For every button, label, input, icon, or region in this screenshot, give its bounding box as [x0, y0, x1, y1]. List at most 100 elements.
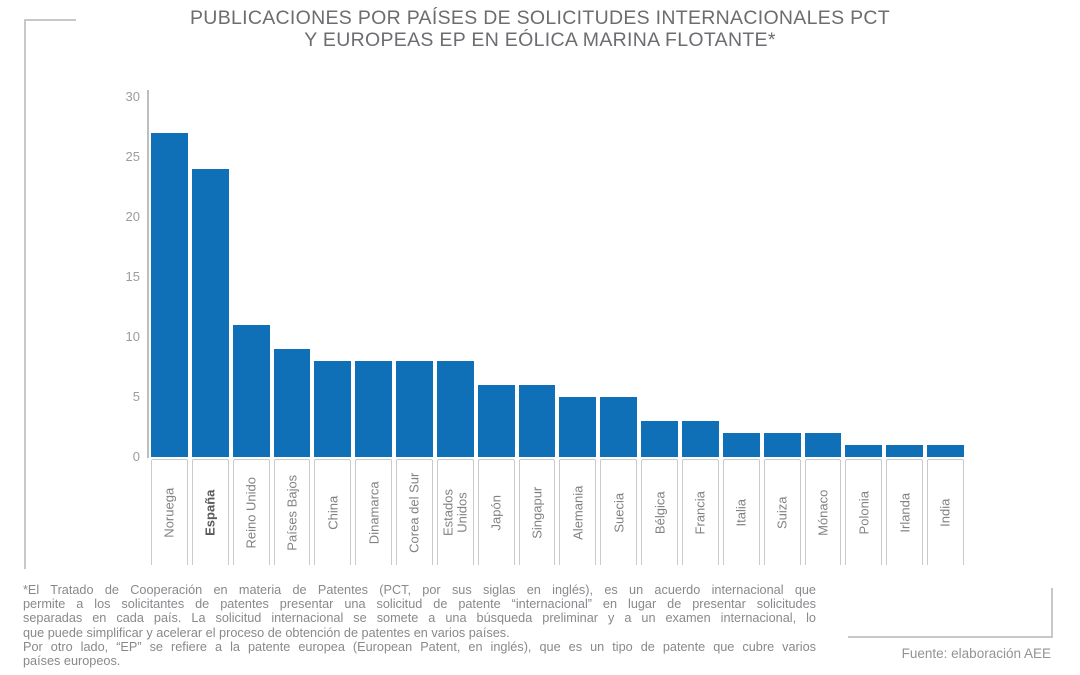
- x-axis-label-cell: Irlanda: [886, 459, 924, 565]
- chart-column: Mónaco: [804, 97, 842, 565]
- x-axis-label-cell: China: [314, 459, 352, 565]
- bar-track: [681, 97, 719, 457]
- bar-track: [355, 97, 393, 457]
- footnote-line: Por otro lado, “EP” se refiere a la pate…: [23, 639, 816, 654]
- bar-track: [232, 97, 270, 457]
- bar: [477, 385, 515, 457]
- x-axis-label: Polonia: [856, 490, 872, 535]
- x-axis-label-cell: Italia: [722, 459, 760, 565]
- chart-column: Japón: [477, 97, 515, 565]
- bar: [273, 349, 311, 457]
- y-axis-tick-label: 5: [132, 389, 140, 404]
- bar-track: [273, 97, 311, 457]
- x-axis-label: Suiza: [774, 496, 790, 529]
- x-axis-label: Francia: [692, 490, 708, 535]
- chart-column: Estados Unidos: [436, 97, 474, 565]
- bar-track: [886, 97, 924, 457]
- bar-track: [600, 97, 638, 457]
- bar-track: [518, 97, 556, 457]
- y-axis-tick-label: 15: [125, 269, 140, 284]
- chart-column: España: [191, 97, 229, 565]
- y-axis-tick-label: 0: [132, 449, 140, 464]
- chart-column: Singapur: [518, 97, 556, 565]
- bar: [559, 397, 597, 457]
- chart-column: Francia: [681, 97, 719, 565]
- x-axis-label: Alemania: [570, 485, 586, 540]
- y-axis-line: [147, 90, 149, 458]
- y-axis-tick-label: 10: [125, 329, 140, 344]
- bar: [763, 433, 801, 457]
- bar-track: [191, 97, 229, 457]
- x-axis-label-cell: Alemania: [559, 459, 597, 565]
- chart-column: Corea del Sur: [396, 97, 433, 565]
- x-axis-label-cell: Países Bajos: [273, 459, 311, 565]
- x-axis-label: Bélgica: [651, 491, 667, 534]
- x-axis-label: Japón: [488, 494, 504, 531]
- footnote: *El Tratado de Cooperación en materia de…: [23, 583, 816, 668]
- plot-area: Noruega España Reino Unido Países Bajos Chin…: [151, 97, 964, 565]
- bar: [927, 445, 964, 457]
- bar-track: [927, 97, 964, 457]
- chart-column: India: [927, 97, 964, 565]
- x-axis-label: India: [937, 498, 953, 527]
- bar-track: [314, 97, 352, 457]
- bar-track: [436, 97, 474, 457]
- x-axis-label: Reino Unido: [243, 476, 259, 549]
- chart-column: China: [314, 97, 352, 565]
- chart-title-line2: Y EUROPEAS EP EN EÓLICA MARINA FLOTANTE*: [304, 28, 776, 51]
- chart-column: Polonia: [845, 97, 883, 565]
- x-axis-label: Mónaco: [815, 489, 831, 536]
- chart-column: Irlanda: [886, 97, 924, 565]
- chart-column: Alemania: [559, 97, 597, 565]
- bar-track: [845, 97, 883, 457]
- bar: [314, 361, 352, 457]
- x-axis-label-cell: Singapur: [518, 459, 556, 565]
- x-axis-label: Singapur: [529, 486, 545, 539]
- x-axis-label-cell: Suiza: [763, 459, 801, 565]
- chart-column: Suiza: [763, 97, 801, 565]
- x-axis-label: Países Bajos: [284, 474, 300, 551]
- x-axis-label-cell: India: [927, 459, 964, 565]
- chart-column: Suecia: [600, 97, 638, 565]
- footnote-line: países europeos.: [23, 654, 121, 669]
- chart-column: Reino Unido: [232, 97, 270, 565]
- bar-track: [559, 97, 597, 457]
- x-axis-label-cell: Polonia: [845, 459, 883, 565]
- bar: [396, 361, 433, 457]
- footnote-line: *El Tratado de Cooperación en materia de…: [23, 583, 816, 597]
- footnote-line: permite a los solicitantes de patentes p…: [23, 597, 816, 612]
- bar-track: [722, 97, 760, 457]
- bar: [151, 133, 188, 457]
- x-axis-label-cell: Francia: [681, 459, 719, 565]
- chart-column: Países Bajos: [273, 97, 311, 565]
- bottom-right-bracket-decoration: [848, 588, 1053, 638]
- x-axis-label-cell: Bélgica: [641, 459, 678, 565]
- bar: [436, 361, 474, 457]
- bar-track: [804, 97, 842, 457]
- x-axis-label: China: [325, 495, 341, 530]
- y-axis-tick-label: 25: [125, 149, 140, 164]
- x-axis-label: Dinamarca: [365, 481, 381, 544]
- chart-column: Bélgica: [641, 97, 678, 565]
- x-axis-label: España: [202, 489, 218, 536]
- y-axis: 0 5 10 15 20 25 30: [100, 0, 140, 675]
- bar-track: [151, 97, 188, 457]
- bar: [600, 397, 638, 457]
- x-axis-label: Corea del Sur: [406, 472, 422, 553]
- bar: [722, 433, 760, 457]
- chart-title: PUBLICACIONES POR PAÍSES DE SOLICITUDES …: [0, 7, 1080, 51]
- bar-track: [396, 97, 433, 457]
- bar-track: [763, 97, 801, 457]
- y-axis-tick-label: 30: [125, 89, 140, 104]
- x-axis-label: Italia: [733, 498, 749, 527]
- chart-column: Dinamarca: [355, 97, 393, 565]
- x-axis-label-cell: Japón: [477, 459, 515, 565]
- bar: [886, 445, 924, 457]
- x-axis-label-cell: Reino Unido: [232, 459, 270, 565]
- x-axis-label-cell: Mónaco: [804, 459, 842, 565]
- bar: [804, 433, 842, 457]
- chart-title-line1: PUBLICACIONES POR PAÍSES DE SOLICITUDES …: [190, 7, 890, 29]
- bar-track: [641, 97, 678, 457]
- bar: [191, 169, 229, 457]
